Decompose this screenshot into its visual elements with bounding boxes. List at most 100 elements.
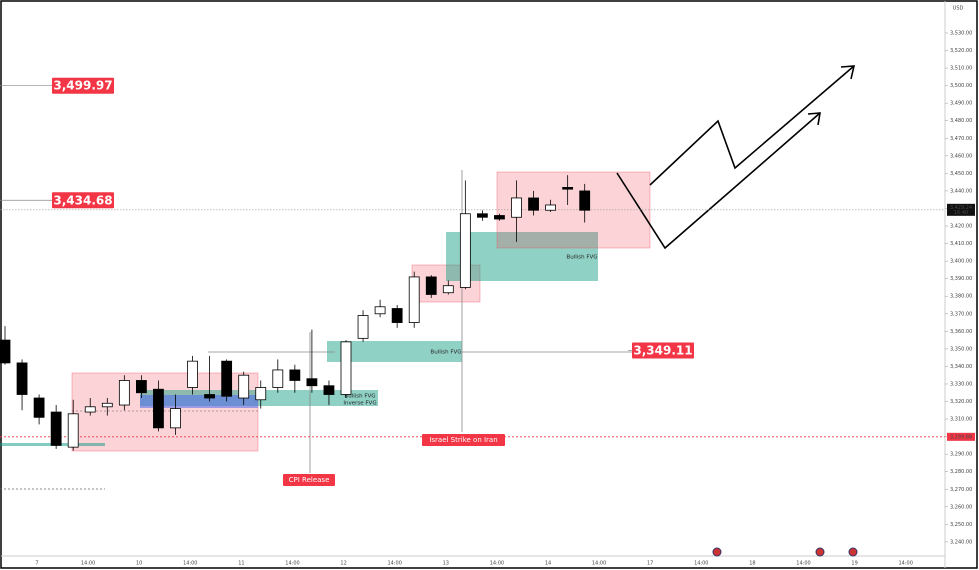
- x-tick-label: 14:00: [796, 561, 810, 567]
- level-label: 3,349.11: [633, 343, 692, 357]
- event-label: Israel Strike on Iran: [429, 436, 497, 444]
- candle-body: [84, 406, 96, 413]
- candle-body: [459, 213, 471, 288]
- candle-body: [476, 213, 488, 218]
- arrow-head: [807, 112, 821, 126]
- x-tick-label: 14:00: [592, 561, 606, 567]
- level-label: 3,499.97: [53, 79, 112, 93]
- zone-label: Bullish FVG: [566, 255, 597, 261]
- candle-body: [425, 276, 437, 295]
- candle-body: [221, 360, 233, 397]
- x-tick-label: 12: [340, 561, 346, 567]
- price-badge-label: 3,429.24: [950, 205, 972, 211]
- candle-body: [255, 387, 267, 401]
- y-tick-label: 3,360.00: [950, 329, 972, 335]
- event-flag[interactable]: [815, 547, 825, 557]
- zone-label: Bullish FVG: [344, 394, 375, 400]
- y-tick-label: 3,510.00: [950, 66, 972, 72]
- x-tick-label: 7: [35, 561, 38, 567]
- y-tick-label: 3,520.00: [950, 48, 972, 54]
- y-tick-label: 3,340.00: [950, 364, 972, 370]
- level-badge: [632, 342, 694, 359]
- arrow-head: [840, 65, 856, 80]
- x-tick-label: 14:00: [285, 561, 299, 567]
- x-tick-label: 14:00: [81, 561, 95, 567]
- projection-arrow: [649, 65, 855, 186]
- level-label: 3,434.68: [53, 193, 112, 207]
- candle-body: [118, 380, 130, 406]
- candle-body: [272, 369, 284, 388]
- zone-label: Inverse FVG: [343, 401, 376, 407]
- inverse-fvg-zone: [140, 395, 258, 408]
- y-tick-label: 3,500.00: [950, 83, 972, 89]
- x-tick-label: 14:00: [490, 561, 504, 567]
- projection-arrow: [616, 112, 821, 250]
- y-tick-label: 3,270.00: [950, 487, 972, 493]
- y-tick-label: 3,310.00: [950, 417, 972, 423]
- x-tick-label: 18: [749, 561, 755, 567]
- y-tick-label: 3,410.00: [950, 241, 972, 247]
- candle-body: [289, 369, 301, 381]
- x-tick-label: 17: [647, 561, 653, 567]
- candle-body: [562, 187, 574, 190]
- candle-body: [135, 380, 147, 394]
- price-badge: [947, 432, 975, 441]
- y-tick-label: 3,390.00: [950, 276, 972, 282]
- x-tick-label: 11: [238, 561, 244, 567]
- candle-body: [442, 285, 454, 294]
- y-tick-label: 3,530.00: [950, 30, 972, 36]
- x-tick-label: 14:00: [183, 561, 197, 567]
- y-tick-label: 3,380.00: [950, 294, 972, 300]
- event-label: CPI Release: [289, 476, 330, 484]
- price-badge-label: 3,299.88: [950, 434, 972, 440]
- level-badge: [52, 77, 114, 94]
- y-tick-label: 3,250.00: [950, 522, 972, 528]
- price-badge-time: 16:40: [954, 210, 968, 216]
- y-tick-label: 3,490.00: [950, 101, 972, 107]
- zone-label: Bullish FVG: [430, 350, 461, 356]
- candle-body: [323, 385, 335, 395]
- fvg-zone: [327, 341, 462, 362]
- y-tick-label: 3,400.00: [950, 259, 972, 265]
- x-tick-label: 10: [136, 561, 142, 567]
- y-tick-label: 3,240.00: [950, 539, 972, 545]
- x-tick-label: 13: [443, 561, 449, 567]
- x-tick-label: 14:00: [387, 561, 401, 567]
- y-tick-label: 3,260.00: [950, 504, 972, 510]
- candle-body: [357, 315, 369, 339]
- candle-body: [528, 197, 539, 211]
- event-badge: [422, 434, 505, 446]
- candle-body: [50, 411, 62, 446]
- x-tick-label: 14: [545, 561, 551, 567]
- currency: USD: [953, 6, 964, 12]
- candle-body: [340, 341, 352, 395]
- candle-body: [306, 378, 318, 387]
- candle-body: [187, 360, 198, 388]
- level-badge: [52, 192, 114, 209]
- x-tick-label: 19: [851, 561, 857, 567]
- y-tick-label: 3,440.00: [950, 188, 972, 194]
- candle-body: [33, 397, 45, 418]
- candle-body: [16, 362, 28, 395]
- y-tick-label: 3,420.00: [950, 224, 972, 230]
- event-flag[interactable]: [712, 547, 722, 557]
- y-tick-label: 3,450.00: [950, 171, 972, 177]
- candle-body: [238, 374, 250, 399]
- candle-body: [153, 388, 164, 429]
- candle-body: [0, 339, 11, 364]
- event-flag[interactable]: [848, 547, 858, 557]
- candle-body: [408, 276, 420, 323]
- candle-body: [67, 413, 79, 448]
- y-tick-label: 3,350.00: [950, 346, 972, 352]
- y-tick-label: 3,470.00: [950, 136, 972, 142]
- y-tick-label: 3,480.00: [950, 118, 972, 124]
- candle-body: [494, 215, 505, 220]
- y-tick-label: 3,370.00: [950, 311, 972, 317]
- y-tick-label: 3,330.00: [950, 381, 972, 387]
- x-tick-label: 14:00: [694, 561, 708, 567]
- y-tick-label: 3,280.00: [950, 469, 972, 475]
- event-badge: [283, 474, 335, 486]
- y-tick-label: 3,320.00: [950, 399, 972, 405]
